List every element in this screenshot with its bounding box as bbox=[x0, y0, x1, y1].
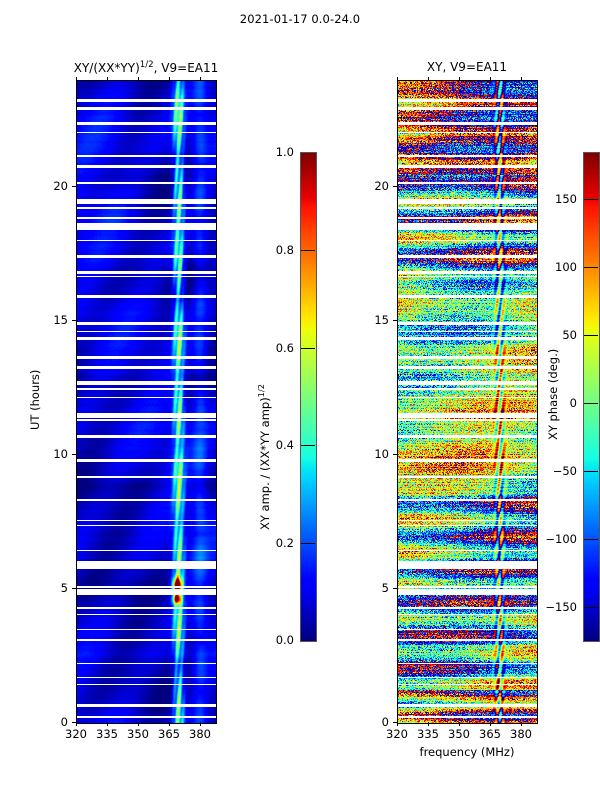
phase-cbar-tick-0: 0 bbox=[569, 396, 577, 410]
figure-suptitle: 2021-01-17 0.0-24.0 bbox=[239, 12, 361, 26]
amp-ytick-20: 20 bbox=[53, 179, 68, 193]
amp-cbar-mark-0_6 bbox=[301, 348, 315, 349]
phase-xtick-mark-365 bbox=[490, 722, 491, 726]
phase-xtick-mark-top-335 bbox=[428, 77, 429, 81]
amp-xtick-mark-320 bbox=[76, 722, 77, 726]
amp-colorbar[interactable] bbox=[300, 152, 317, 642]
phase-cbar-tick-100: 100 bbox=[555, 260, 577, 274]
amp-xtick-335: 335 bbox=[96, 727, 118, 741]
phase-cbar-mark-150 bbox=[584, 199, 598, 200]
amp-xtick-365: 365 bbox=[158, 727, 180, 741]
amp-cbar-mark-0_4 bbox=[301, 445, 315, 446]
amp-colorbar-label-main: XY amp. / (XX*YY amp) bbox=[257, 397, 272, 530]
phase-xtick-320: 320 bbox=[386, 727, 408, 741]
amp-colorbar-label-exponent: 1/2 bbox=[256, 384, 266, 398]
amp-yaxis-label: UT (hours) bbox=[28, 369, 42, 430]
phase-xtick-mark-top-380 bbox=[521, 77, 522, 81]
phase-ytick-10: 10 bbox=[374, 447, 389, 461]
phase-cbar-mark-m100 bbox=[584, 539, 598, 540]
phase-colorbar[interactable] bbox=[583, 152, 600, 642]
amp-cbar-tick-0_8: 0.8 bbox=[275, 243, 294, 257]
phase-colorbar-label-main: XY phase (deg.) bbox=[546, 348, 560, 440]
phase-xtick-380: 380 bbox=[510, 727, 532, 741]
phase-ytick-mark-0 bbox=[393, 722, 397, 723]
phase-heatmap-panel[interactable] bbox=[397, 80, 538, 724]
phase-xtick-365: 365 bbox=[479, 727, 501, 741]
amp-panel-title-exponent: 1/2 bbox=[139, 60, 154, 70]
figure-xaxis-label: frequency (MHz) bbox=[419, 745, 515, 759]
amp-xtick-mark-335 bbox=[107, 722, 108, 726]
phase-xtick-350: 350 bbox=[448, 727, 470, 741]
phase-cbar-mark-50 bbox=[584, 335, 598, 336]
amp-heatmap-panel[interactable] bbox=[76, 80, 217, 724]
phase-ytick-mark-15 bbox=[393, 320, 397, 321]
amp-ytick-mark-5 bbox=[72, 588, 76, 589]
amp-xtick-mark-top-365 bbox=[169, 77, 170, 81]
amp-cbar-tick-0_0: 0.0 bbox=[275, 633, 294, 647]
amp-heatmap-image bbox=[77, 81, 216, 723]
amp-xtick-380: 380 bbox=[189, 727, 211, 741]
phase-xtick-mark-320 bbox=[397, 722, 398, 726]
amp-panel-title: XY/(XX*YY)1/2, V9=EA11 bbox=[6, 60, 286, 75]
phase-ytick-0: 0 bbox=[381, 715, 389, 729]
amp-cbar-tick-0_2: 0.2 bbox=[275, 536, 294, 550]
phase-cbar-tick-m50: −50 bbox=[552, 464, 577, 478]
phase-xtick-mark-top-350 bbox=[459, 77, 460, 81]
amp-xtick-mark-top-380 bbox=[200, 77, 201, 81]
phase-ytick-mark-5 bbox=[393, 588, 397, 589]
phase-xtick-mark-380 bbox=[521, 722, 522, 726]
phase-cbar-mark-100 bbox=[584, 267, 598, 268]
phase-ytick-15: 15 bbox=[374, 313, 389, 327]
amp-xtick-320: 320 bbox=[65, 727, 87, 741]
phase-colorbar-gradient bbox=[584, 153, 599, 641]
amp-ytick-mark-10 bbox=[72, 454, 76, 455]
phase-panel-title-main: XY, V9=EA11 bbox=[426, 60, 508, 74]
phase-xtick-mark-top-365 bbox=[490, 77, 491, 81]
amp-xtick-mark-top-350 bbox=[138, 77, 139, 81]
amp-ytick-mark-15 bbox=[72, 320, 76, 321]
phase-heatmap-image bbox=[398, 81, 537, 723]
phase-cbar-mark-m50 bbox=[584, 471, 598, 472]
phase-panel-title: XY, V9=EA11 bbox=[327, 60, 600, 74]
amp-xtick-mark-380 bbox=[200, 722, 201, 726]
phase-cbar-tick-m100: −100 bbox=[545, 532, 577, 546]
amp-colorbar-label: XY amp. / (XX*YY amp)1/2 bbox=[256, 384, 272, 530]
phase-xtick-mark-335 bbox=[428, 722, 429, 726]
phase-ytick-mark-10 bbox=[393, 454, 397, 455]
amp-xtick-mark-365 bbox=[169, 722, 170, 726]
phase-xtick-mark-top-320 bbox=[397, 77, 398, 81]
amp-xtick-350: 350 bbox=[127, 727, 149, 741]
amp-panel-title-main: XY/(XX*YY) bbox=[73, 61, 140, 75]
amp-colorbar-gradient bbox=[301, 153, 316, 641]
amp-xtick-mark-top-320 bbox=[76, 77, 77, 81]
amp-cbar-mark-0_2 bbox=[301, 543, 315, 544]
phase-cbar-mark-0 bbox=[584, 403, 598, 404]
phase-xtick-mark-350 bbox=[459, 722, 460, 726]
amp-ytick-mark-0 bbox=[72, 722, 76, 723]
amp-xtick-mark-top-335 bbox=[107, 77, 108, 81]
phase-cbar-mark-m150 bbox=[584, 607, 598, 608]
phase-cbar-tick-50: 50 bbox=[562, 328, 577, 342]
amp-ytick-10: 10 bbox=[53, 447, 68, 461]
phase-ytick-5: 5 bbox=[381, 581, 389, 595]
amp-cbar-tick-0_4: 0.4 bbox=[275, 438, 294, 452]
amp-cbar-tick-1_0: 1.0 bbox=[275, 145, 294, 159]
phase-ytick-20: 20 bbox=[374, 179, 389, 193]
amp-cbar-mark-0_8 bbox=[301, 250, 315, 251]
phase-cbar-tick-150: 150 bbox=[555, 192, 577, 206]
phase-xtick-335: 335 bbox=[417, 727, 439, 741]
amp-ytick-0: 0 bbox=[60, 715, 68, 729]
amp-ytick-mark-20 bbox=[72, 186, 76, 187]
phase-colorbar-label: XY phase (deg.) bbox=[546, 349, 560, 440]
phase-cbar-tick-m150: −150 bbox=[545, 600, 577, 614]
amp-cbar-tick-0_6: 0.6 bbox=[275, 341, 294, 355]
amp-ytick-5: 5 bbox=[60, 581, 68, 595]
amp-panel-title-tail: , V9=EA11 bbox=[153, 61, 219, 75]
amp-ytick-15: 15 bbox=[53, 313, 68, 327]
phase-ytick-mark-20 bbox=[393, 186, 397, 187]
amp-xtick-mark-350 bbox=[138, 722, 139, 726]
